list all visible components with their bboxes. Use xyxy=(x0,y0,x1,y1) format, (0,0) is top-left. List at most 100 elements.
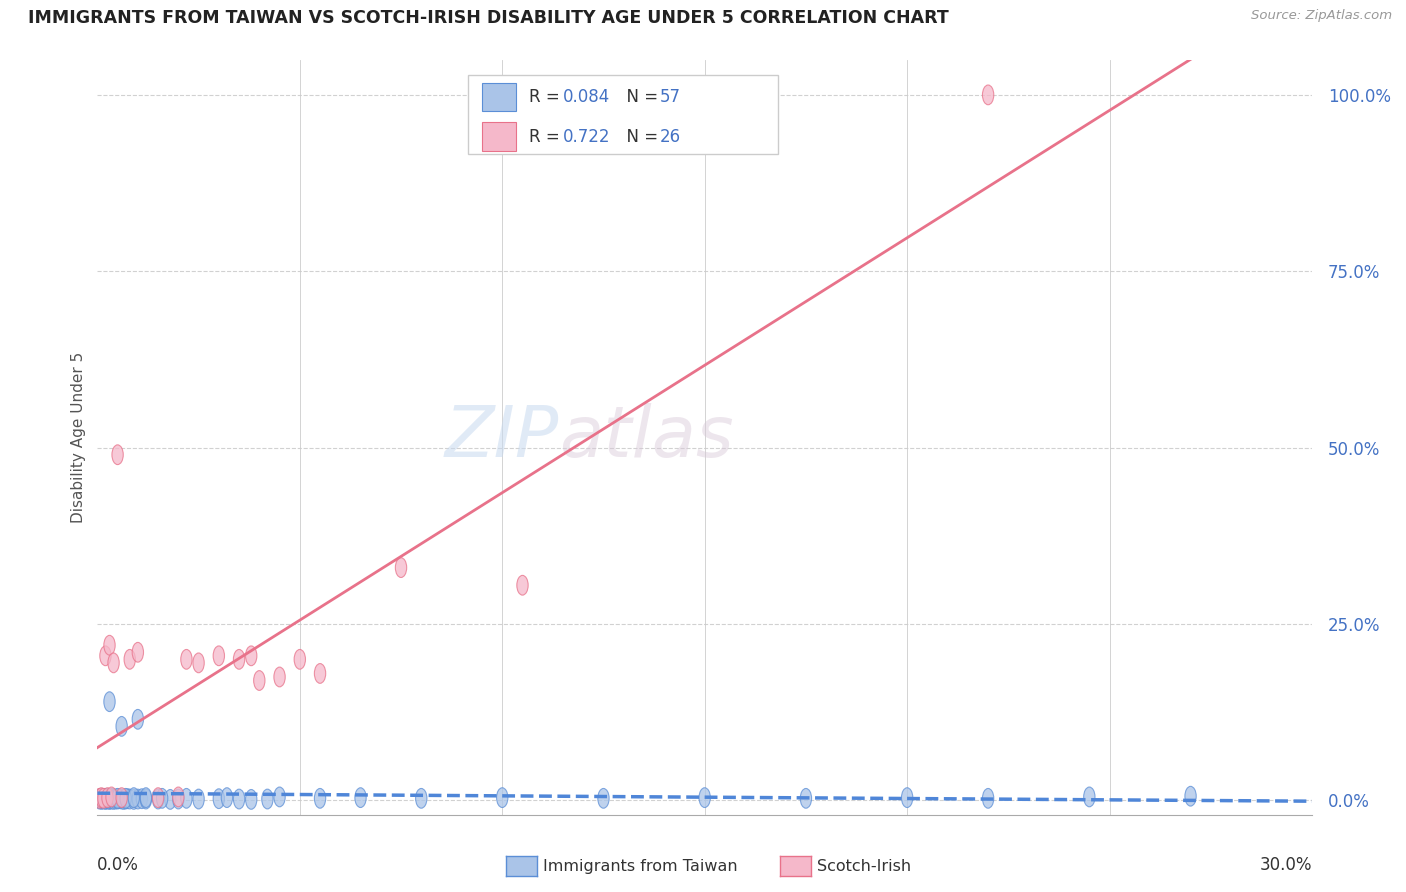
Ellipse shape xyxy=(98,789,110,808)
Ellipse shape xyxy=(699,788,710,807)
Text: N =: N = xyxy=(616,88,664,106)
Ellipse shape xyxy=(598,789,609,808)
Ellipse shape xyxy=(1084,787,1095,806)
Ellipse shape xyxy=(132,789,143,809)
Ellipse shape xyxy=(104,789,115,808)
Ellipse shape xyxy=(136,789,148,808)
Ellipse shape xyxy=(101,789,112,808)
Ellipse shape xyxy=(115,789,128,809)
Ellipse shape xyxy=(105,789,117,809)
Ellipse shape xyxy=(262,789,273,809)
Text: 0.722: 0.722 xyxy=(562,128,610,145)
Ellipse shape xyxy=(233,649,245,669)
Text: atlas: atlas xyxy=(560,402,734,472)
Ellipse shape xyxy=(100,789,111,809)
Ellipse shape xyxy=(156,789,167,808)
Ellipse shape xyxy=(112,789,124,808)
Ellipse shape xyxy=(104,635,115,655)
Ellipse shape xyxy=(315,664,326,683)
Ellipse shape xyxy=(110,789,121,809)
Text: R =: R = xyxy=(529,128,565,145)
Ellipse shape xyxy=(97,789,108,808)
Ellipse shape xyxy=(274,667,285,687)
Ellipse shape xyxy=(901,788,912,807)
Ellipse shape xyxy=(124,649,135,669)
FancyBboxPatch shape xyxy=(468,75,778,154)
Ellipse shape xyxy=(274,787,285,806)
Ellipse shape xyxy=(103,789,114,809)
Ellipse shape xyxy=(246,789,257,809)
Ellipse shape xyxy=(1185,787,1197,806)
Ellipse shape xyxy=(173,787,184,806)
Ellipse shape xyxy=(96,789,107,809)
Ellipse shape xyxy=(416,789,427,808)
Ellipse shape xyxy=(94,789,105,809)
Ellipse shape xyxy=(181,649,193,669)
Ellipse shape xyxy=(193,653,204,673)
Ellipse shape xyxy=(120,789,131,808)
Ellipse shape xyxy=(193,789,204,809)
Text: 0.0%: 0.0% xyxy=(97,856,139,874)
Text: 26: 26 xyxy=(659,128,681,145)
Ellipse shape xyxy=(214,789,225,808)
Ellipse shape xyxy=(96,788,107,807)
Ellipse shape xyxy=(496,788,508,807)
Ellipse shape xyxy=(141,788,152,807)
Ellipse shape xyxy=(112,445,124,465)
Ellipse shape xyxy=(115,788,128,807)
Ellipse shape xyxy=(141,789,152,809)
Text: Source: ZipAtlas.com: Source: ZipAtlas.com xyxy=(1251,9,1392,22)
Ellipse shape xyxy=(253,671,264,690)
Ellipse shape xyxy=(165,789,176,809)
Ellipse shape xyxy=(173,789,184,809)
Ellipse shape xyxy=(120,789,131,809)
Text: IMMIGRANTS FROM TAIWAN VS SCOTCH-IRISH DISABILITY AGE UNDER 5 CORRELATION CHART: IMMIGRANTS FROM TAIWAN VS SCOTCH-IRISH D… xyxy=(28,9,949,27)
Ellipse shape xyxy=(214,646,225,665)
Y-axis label: Disability Age Under 5: Disability Age Under 5 xyxy=(72,351,86,523)
Text: Immigrants from Taiwan: Immigrants from Taiwan xyxy=(543,859,737,873)
Ellipse shape xyxy=(98,789,110,808)
Text: N =: N = xyxy=(616,128,664,145)
Ellipse shape xyxy=(181,789,193,808)
Ellipse shape xyxy=(800,789,811,808)
Ellipse shape xyxy=(983,789,994,808)
Ellipse shape xyxy=(105,787,117,806)
Ellipse shape xyxy=(101,789,112,809)
Text: R =: R = xyxy=(529,88,565,106)
Ellipse shape xyxy=(124,789,135,809)
Ellipse shape xyxy=(354,788,366,807)
FancyBboxPatch shape xyxy=(482,122,516,151)
Ellipse shape xyxy=(395,558,406,577)
Ellipse shape xyxy=(100,646,111,665)
Ellipse shape xyxy=(517,575,529,595)
Ellipse shape xyxy=(128,789,139,809)
Ellipse shape xyxy=(98,789,110,809)
Ellipse shape xyxy=(983,85,994,104)
Ellipse shape xyxy=(233,789,245,809)
Ellipse shape xyxy=(221,788,232,807)
Ellipse shape xyxy=(114,789,125,808)
Ellipse shape xyxy=(122,789,134,808)
Ellipse shape xyxy=(101,788,112,807)
Ellipse shape xyxy=(118,789,129,809)
Ellipse shape xyxy=(104,692,115,712)
Ellipse shape xyxy=(115,716,128,736)
Ellipse shape xyxy=(108,789,120,809)
Ellipse shape xyxy=(94,789,105,808)
Ellipse shape xyxy=(104,789,115,809)
Ellipse shape xyxy=(132,709,143,729)
Text: Scotch-Irish: Scotch-Irish xyxy=(817,859,911,873)
Ellipse shape xyxy=(112,789,124,809)
Ellipse shape xyxy=(152,788,163,807)
Ellipse shape xyxy=(315,789,326,808)
Ellipse shape xyxy=(96,789,107,808)
Ellipse shape xyxy=(246,646,257,665)
Text: ZIP: ZIP xyxy=(444,402,560,472)
Text: 57: 57 xyxy=(659,88,681,106)
Ellipse shape xyxy=(152,789,163,809)
Ellipse shape xyxy=(107,789,118,808)
Ellipse shape xyxy=(294,649,305,669)
Ellipse shape xyxy=(132,642,143,662)
Text: 30.0%: 30.0% xyxy=(1260,856,1312,874)
FancyBboxPatch shape xyxy=(482,83,516,112)
